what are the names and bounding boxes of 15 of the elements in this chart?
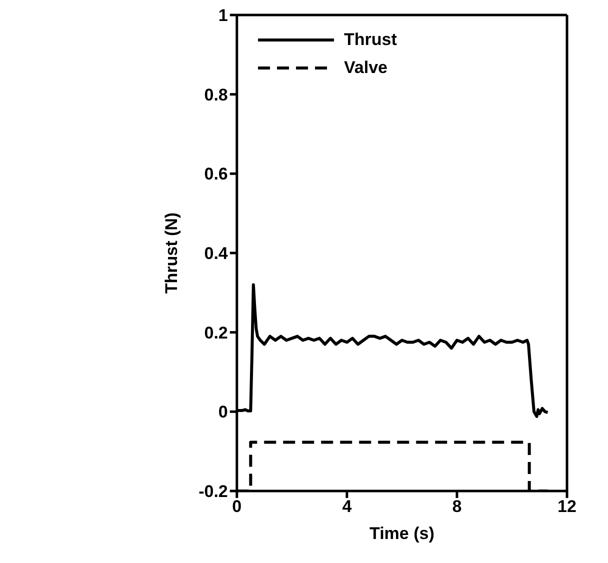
y-axis-title: Thrust (N)	[162, 212, 181, 294]
y-tick-label: 0	[218, 402, 228, 422]
y-tick-label: 0.8	[204, 85, 228, 104]
y-tick-label: 0.6	[204, 164, 228, 184]
legend-label: Thrust	[344, 30, 397, 50]
legend-label: Valve	[344, 58, 388, 78]
x-axis-title: Time (s)	[370, 524, 434, 543]
y-tick-label: -0.2	[198, 482, 228, 502]
x-tick-label: 8	[452, 497, 462, 516]
x-tick-label: 12	[558, 497, 576, 516]
x-tick-label: 4	[342, 497, 352, 516]
y-tick-label: 0.2	[204, 323, 228, 342]
x-tick-label: 0	[232, 497, 242, 516]
y-tick-label: 0.4	[204, 244, 228, 264]
y-tick-label: 1	[218, 6, 228, 26]
